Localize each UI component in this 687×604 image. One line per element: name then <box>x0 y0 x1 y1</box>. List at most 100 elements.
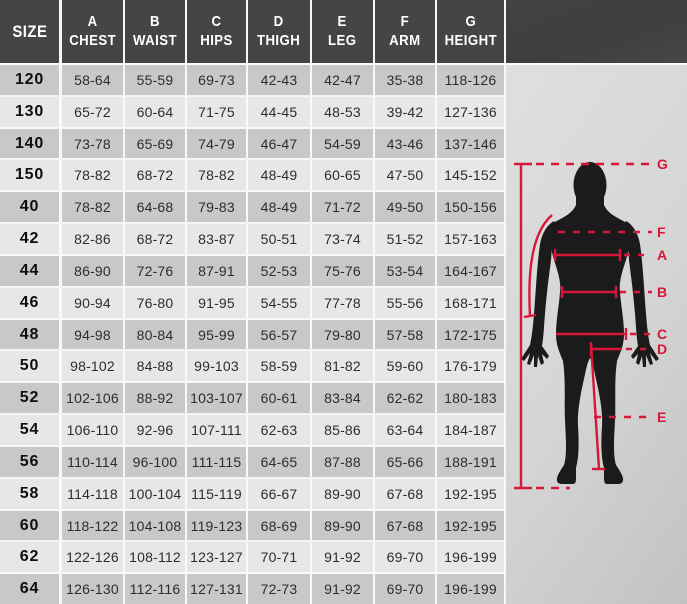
value-cell: 172-175 <box>437 319 506 350</box>
size-cell: 52 <box>0 383 62 414</box>
table-row: 130 65-72 60-64 71-75 44-45 48-53 39-42 127-136 <box>0 96 506 129</box>
size-cell: 64 <box>0 574 62 604</box>
value-cell: 188-191 <box>437 446 506 477</box>
value-cell: 54-59 <box>312 128 375 159</box>
column-header-leg: E LEG <box>312 0 375 63</box>
value-cell: 184-187 <box>437 415 506 445</box>
column-word: LEG <box>328 31 357 49</box>
value-cell: 192-195 <box>437 510 506 541</box>
column-header-label: B WAIST <box>133 13 177 51</box>
value-cell: 112-116 <box>125 574 187 604</box>
value-cell: 110-114 <box>62 446 125 477</box>
value-cell: 59-60 <box>375 351 437 382</box>
value-cell: 42-47 <box>312 65 375 95</box>
value-cell: 111-115 <box>187 446 248 477</box>
column-letter: F <box>400 12 410 30</box>
size-cell: 46 <box>0 287 62 318</box>
value-cell: 108-112 <box>125 542 187 573</box>
value-cell: 157-163 <box>437 224 506 254</box>
table-body: 120 58-64 55-59 69-73 42-43 42-47 35-38 118-126… <box>0 65 506 604</box>
value-cell: 66-67 <box>248 478 312 509</box>
value-cell: 118-122 <box>62 510 125 541</box>
size-cell: 50 <box>0 351 62 382</box>
figure-label-b: B <box>657 284 667 300</box>
value-cell: 72-76 <box>125 255 187 286</box>
value-cell: 92-96 <box>125 415 187 445</box>
column-word: ARM <box>389 31 421 49</box>
value-cell: 52-53 <box>248 255 312 286</box>
column-letter: E <box>337 12 348 30</box>
value-cell: 115-119 <box>187 478 248 509</box>
table-row: 44 86-90 72-76 87-91 52-53 75-76 53-54 164-167 <box>0 255 506 288</box>
size-cell: 62 <box>0 542 62 573</box>
figure-label-e: E <box>657 409 666 425</box>
value-cell: 126-130 <box>62 574 125 604</box>
value-cell: 81-82 <box>312 351 375 382</box>
figure-label-d: D <box>657 341 667 357</box>
value-cell: 70-71 <box>248 542 312 573</box>
value-cell: 57-58 <box>375 319 437 350</box>
value-cell: 127-136 <box>437 96 506 127</box>
value-cell: 76-80 <box>125 287 187 318</box>
table-row: 58 114-118 100-104 115-119 66-67 89-90 67-68 19… <box>0 478 506 511</box>
value-cell: 91-95 <box>187 287 248 318</box>
value-cell: 42-43 <box>248 65 312 95</box>
size-cell: 60 <box>0 510 62 541</box>
size-cell: 40 <box>0 192 62 223</box>
column-letter: G <box>465 12 476 30</box>
value-cell: 47-50 <box>375 160 437 191</box>
value-cell: 67-68 <box>375 510 437 541</box>
column-header-thigh: D THIGH <box>248 0 312 63</box>
arm-arc-line <box>528 214 553 317</box>
leg-line <box>589 343 601 470</box>
value-cell: 103-107 <box>187 383 248 414</box>
value-cell: 164-167 <box>437 255 506 286</box>
table-row: 48 94-98 80-84 95-99 56-57 79-80 57-58 172-175 <box>0 319 506 352</box>
value-cell: 64-68 <box>125 192 187 223</box>
value-cell: 67-68 <box>375 478 437 509</box>
value-cell: 104-108 <box>125 510 187 541</box>
value-cell: 72-73 <box>248 574 312 604</box>
measurement-lines <box>514 162 652 490</box>
value-cell: 55-56 <box>375 287 437 318</box>
value-cell: 78-82 <box>62 192 125 223</box>
value-cell: 79-83 <box>187 192 248 223</box>
value-cell: 107-111 <box>187 415 248 445</box>
value-cell: 119-123 <box>187 510 248 541</box>
column-letter: C <box>211 12 222 30</box>
value-cell: 71-75 <box>187 96 248 127</box>
column-word: THIGH <box>257 31 301 49</box>
value-cell: 64-65 <box>248 446 312 477</box>
column-word: CHEST <box>69 31 116 49</box>
value-cell: 150-156 <box>437 192 506 223</box>
value-cell: 89-90 <box>312 478 375 509</box>
value-cell: 62-63 <box>248 415 312 445</box>
table-row: 150 78-82 68-72 78-82 48-49 60-65 47-50 145-152 <box>0 160 506 193</box>
value-cell: 39-42 <box>375 96 437 127</box>
size-cell: 54 <box>0 415 62 445</box>
value-cell: 90-94 <box>62 287 125 318</box>
value-cell: 73-78 <box>62 128 125 159</box>
value-cell: 196-199 <box>437 542 506 573</box>
value-cell: 60-65 <box>312 160 375 191</box>
value-cell: 62-62 <box>375 383 437 414</box>
value-cell: 91-92 <box>312 542 375 573</box>
column-header-chest: A CHEST <box>62 0 125 63</box>
arm-end-tick <box>523 313 537 319</box>
value-cell: 73-74 <box>312 224 375 254</box>
value-cell: 60-64 <box>125 96 187 127</box>
value-cell: 192-195 <box>437 478 506 509</box>
value-cell: 49-50 <box>375 192 437 223</box>
table-row: 60 118-122 104-108 119-123 68-69 89-90 67-68 19… <box>0 510 506 543</box>
value-cell: 35-38 <box>375 65 437 95</box>
value-cell: 86-90 <box>62 255 125 286</box>
value-cell: 84-88 <box>125 351 187 382</box>
value-cell: 96-100 <box>125 446 187 477</box>
value-cell: 87-88 <box>312 446 375 477</box>
table-row: 42 82-86 68-72 83-87 50-51 73-74 51-52 157-163 <box>0 224 506 256</box>
male-silhouette <box>521 162 659 484</box>
value-cell: 78-82 <box>62 160 125 191</box>
value-cell: 65-69 <box>125 128 187 159</box>
value-cell: 106-110 <box>62 415 125 445</box>
